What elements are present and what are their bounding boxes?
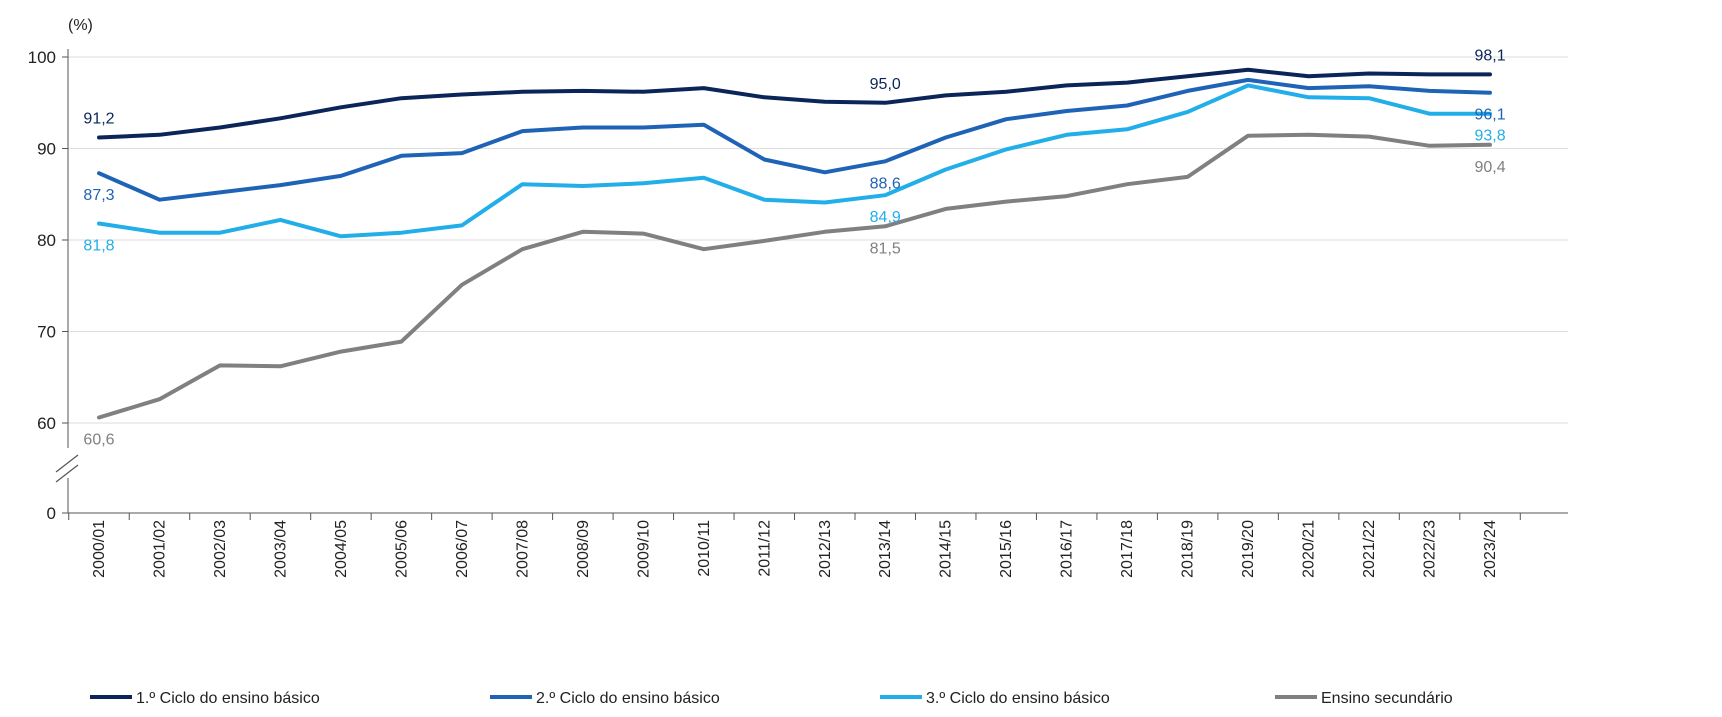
x-tick-label: 2007/08 bbox=[514, 520, 531, 578]
y-tick-label: 60 bbox=[37, 414, 56, 433]
series-line-2 bbox=[97, 77, 1492, 202]
x-tick-label: 2014/15 bbox=[938, 520, 955, 578]
y-axis-ticks: 0 60 70 80 90 100 bbox=[28, 48, 56, 523]
x-tick-label: 2000/01 bbox=[91, 520, 108, 578]
gridlines bbox=[68, 56, 1568, 424]
x-tick-label: 2012/13 bbox=[817, 520, 834, 578]
data-label: 91,2 bbox=[83, 111, 114, 128]
data-label: 98,1 bbox=[1474, 47, 1505, 64]
x-tick-label: 2022/23 bbox=[1422, 520, 1439, 578]
data-label: 93,8 bbox=[1474, 128, 1505, 145]
x-tick-label: 2006/07 bbox=[454, 520, 471, 578]
data-labels: 91,2 95,0 98,1 87,3 88,6 96,1 81,8 84,9 93,8 60,6… bbox=[83, 47, 1505, 448]
series-line-1 bbox=[97, 67, 1492, 140]
x-tick-label: 2016/17 bbox=[1059, 520, 1076, 578]
y-tick-label: 80 bbox=[37, 231, 56, 250]
axis-break-mark bbox=[55, 454, 79, 473]
x-tick-label: 2019/20 bbox=[1240, 520, 1257, 578]
series-lines bbox=[97, 67, 1492, 420]
legend-label: 1.º Ciclo do ensino básico bbox=[136, 690, 320, 707]
legend-label: Ensino secundário bbox=[1321, 690, 1453, 707]
series-line-3 bbox=[97, 83, 1492, 239]
x-tick-label: 2011/12 bbox=[756, 520, 773, 577]
data-label: 96,1 bbox=[1474, 107, 1505, 124]
x-tick-label: 2021/22 bbox=[1361, 520, 1378, 578]
x-tick-label: 2008/09 bbox=[575, 520, 592, 578]
y-tick-label: 90 bbox=[37, 140, 56, 159]
data-label: 81,5 bbox=[870, 240, 901, 257]
data-label: 88,6 bbox=[870, 175, 901, 192]
y-tick-label: 100 bbox=[28, 48, 56, 67]
axes bbox=[55, 49, 1568, 520]
x-tick-label: 2009/10 bbox=[635, 520, 652, 578]
x-tick-label: 2001/02 bbox=[151, 520, 168, 578]
data-label: 60,6 bbox=[83, 432, 114, 449]
y-tick-label: 0 bbox=[47, 504, 56, 523]
x-tick-label: 2005/06 bbox=[393, 520, 410, 578]
legend: 1.º Ciclo do ensino básico 2.º Ciclo do e… bbox=[90, 690, 1453, 707]
data-label: 90,4 bbox=[1474, 159, 1505, 176]
x-tick-label: 2002/03 bbox=[212, 520, 229, 578]
x-tick-label: 2020/21 bbox=[1301, 520, 1318, 578]
x-tick-label: 2010/11 bbox=[696, 520, 713, 577]
data-label: 95,0 bbox=[870, 76, 901, 93]
x-tick-label: 2015/16 bbox=[998, 520, 1015, 578]
data-label: 81,8 bbox=[83, 238, 114, 255]
legend-label: 2.º Ciclo do ensino básico bbox=[536, 690, 720, 707]
x-tick-label: 2017/18 bbox=[1119, 520, 1136, 578]
series-line-4 bbox=[97, 132, 1492, 420]
x-tick-label: 2003/04 bbox=[272, 520, 289, 578]
x-tick-label: 2018/19 bbox=[1180, 520, 1197, 578]
x-tick-label: 2013/14 bbox=[877, 520, 894, 578]
x-tick-label: 2023/24 bbox=[1482, 520, 1499, 578]
x-tick-label: 2004/05 bbox=[333, 520, 350, 578]
data-label: 87,3 bbox=[83, 187, 114, 204]
y-tick-label: 70 bbox=[37, 323, 56, 342]
legend-label: 3.º Ciclo do ensino básico bbox=[926, 690, 1110, 707]
axis-break-mark bbox=[55, 464, 79, 483]
y-axis-unit-label: (%) bbox=[68, 17, 93, 34]
data-label: 84,9 bbox=[870, 209, 901, 226]
x-axis-ticks: 2000/01 2001/02 2002/03 2003/04 2004/05 2005/… bbox=[91, 520, 1499, 578]
